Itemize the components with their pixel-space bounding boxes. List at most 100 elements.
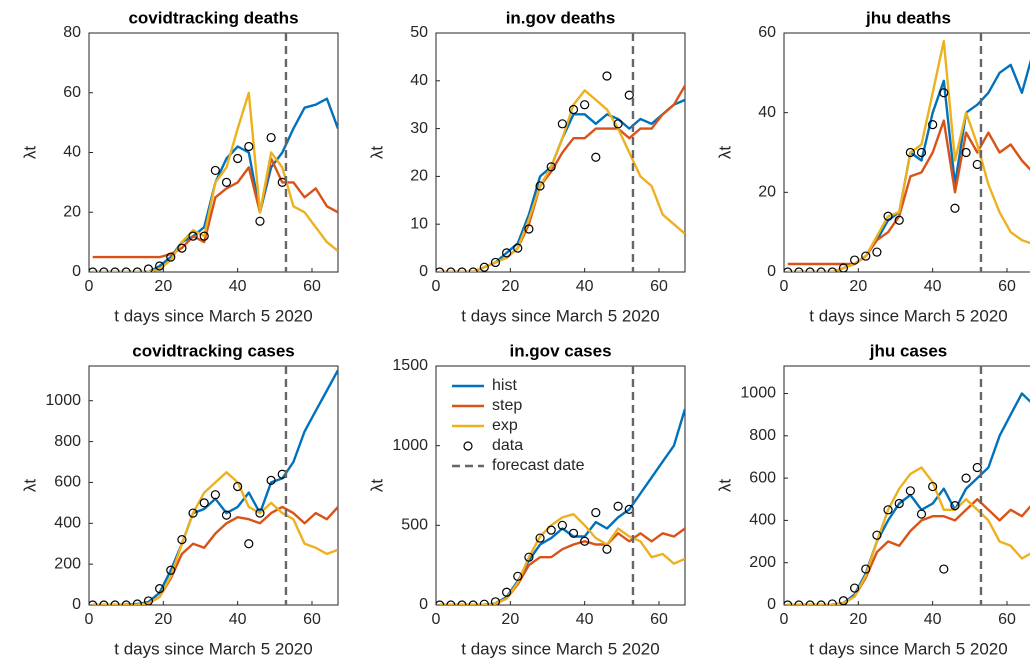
data-point bbox=[972, 462, 982, 473]
data-point bbox=[155, 584, 165, 594]
plot-area bbox=[783, 32, 1030, 273]
data-point bbox=[557, 520, 567, 530]
panel-title: jhu cases bbox=[869, 341, 948, 360]
legend: hist step exp data forecast date bbox=[442, 372, 612, 482]
panel-title: jhu deaths bbox=[865, 8, 951, 27]
x-tick-label: 40 bbox=[576, 611, 594, 628]
plot-content bbox=[89, 33, 338, 272]
x-tick-label: 60 bbox=[998, 278, 1016, 295]
plot-content bbox=[784, 366, 1030, 605]
data-point bbox=[872, 530, 882, 540]
data-point bbox=[524, 552, 534, 562]
data-point bbox=[255, 216, 265, 226]
data-point bbox=[546, 162, 556, 172]
x-axis-label: t days since March 5 2020 bbox=[114, 306, 312, 325]
data-point bbox=[961, 473, 971, 483]
data-point bbox=[872, 247, 882, 257]
data-point bbox=[602, 71, 612, 81]
data-point bbox=[99, 600, 109, 605]
data-point bbox=[883, 505, 893, 515]
data-point bbox=[580, 100, 590, 110]
data-point bbox=[210, 165, 220, 176]
plot-content bbox=[436, 366, 685, 605]
data-point bbox=[143, 264, 154, 272]
y-tick-label: 600 bbox=[749, 469, 776, 486]
y-tick-label: 50 bbox=[410, 24, 428, 41]
y-tick-label: 0 bbox=[419, 263, 428, 280]
x-tick-label: 40 bbox=[229, 611, 247, 628]
data-point bbox=[838, 596, 849, 605]
data-point bbox=[490, 597, 501, 605]
data-point bbox=[883, 211, 893, 221]
x-tick-label: 0 bbox=[432, 278, 441, 295]
data-point bbox=[794, 600, 804, 605]
x-tick-label: 20 bbox=[501, 611, 519, 628]
data-point bbox=[816, 600, 826, 605]
legend-swatch bbox=[463, 441, 473, 451]
y-axis-label: λt bbox=[715, 146, 734, 160]
y-tick-label: 1500 bbox=[392, 357, 428, 374]
panel: in.gov cases t days since March 5 2020 λt 0… bbox=[367, 341, 686, 658]
data-point bbox=[524, 224, 534, 234]
data-point bbox=[244, 141, 254, 152]
x-tick-label: 40 bbox=[924, 278, 942, 295]
data-point bbox=[121, 267, 131, 272]
data-point bbox=[502, 248, 512, 258]
data-point bbox=[436, 600, 445, 605]
data-point bbox=[784, 267, 793, 272]
data-point bbox=[188, 508, 198, 518]
y-axis-label: λt bbox=[367, 479, 386, 493]
x-tick-label: 60 bbox=[303, 611, 321, 628]
y-axis-label: λt bbox=[715, 479, 734, 493]
x-tick-label: 0 bbox=[780, 278, 789, 295]
data-point bbox=[950, 500, 960, 511]
data-point bbox=[468, 267, 478, 272]
y-tick-label: 400 bbox=[749, 512, 776, 529]
data-point bbox=[121, 600, 131, 605]
y-tick-label: 0 bbox=[72, 263, 81, 280]
data-point bbox=[591, 507, 601, 518]
data-point bbox=[266, 475, 276, 485]
series-line bbox=[92, 91, 338, 272]
data-point bbox=[568, 104, 579, 115]
data-point bbox=[89, 600, 98, 605]
data-point bbox=[99, 267, 109, 272]
panel-title: covidtracking cases bbox=[132, 341, 295, 360]
y-tick-label: 0 bbox=[72, 596, 81, 613]
data-point bbox=[850, 583, 860, 593]
series-line bbox=[787, 119, 1030, 266]
data-point bbox=[861, 564, 871, 574]
data-point bbox=[805, 267, 815, 272]
data-point bbox=[177, 535, 187, 545]
data-point bbox=[916, 147, 927, 158]
y-tick-label: 10 bbox=[410, 215, 428, 232]
data-point bbox=[199, 231, 209, 241]
y-tick-label: 40 bbox=[758, 104, 776, 121]
y-tick-label: 80 bbox=[63, 24, 81, 41]
series-line bbox=[92, 157, 338, 259]
data-point bbox=[490, 257, 501, 268]
data-point bbox=[110, 600, 120, 605]
y-tick-label: 200 bbox=[749, 554, 776, 571]
x-axis-label: t days since March 5 2020 bbox=[809, 306, 1007, 325]
data-point bbox=[513, 571, 523, 581]
plot-content bbox=[89, 366, 338, 605]
data-point bbox=[568, 528, 579, 538]
y-tick-label: 500 bbox=[401, 517, 428, 534]
data-point bbox=[905, 147, 915, 158]
data-point bbox=[602, 544, 612, 554]
panel-title: covidtracking deaths bbox=[128, 8, 298, 27]
legend-label: forecast date bbox=[492, 457, 585, 474]
data-point bbox=[89, 267, 98, 272]
x-tick-label: 40 bbox=[576, 278, 594, 295]
y-tick-label: 30 bbox=[410, 120, 428, 137]
data-point bbox=[784, 600, 793, 605]
y-tick-label: 60 bbox=[63, 84, 81, 101]
data-point bbox=[827, 267, 837, 272]
data-point bbox=[928, 481, 938, 492]
x-tick-label: 20 bbox=[849, 611, 867, 628]
data-point bbox=[591, 152, 601, 162]
data-point bbox=[513, 243, 523, 253]
x-tick-label: 20 bbox=[154, 611, 172, 628]
data-point bbox=[961, 147, 971, 158]
